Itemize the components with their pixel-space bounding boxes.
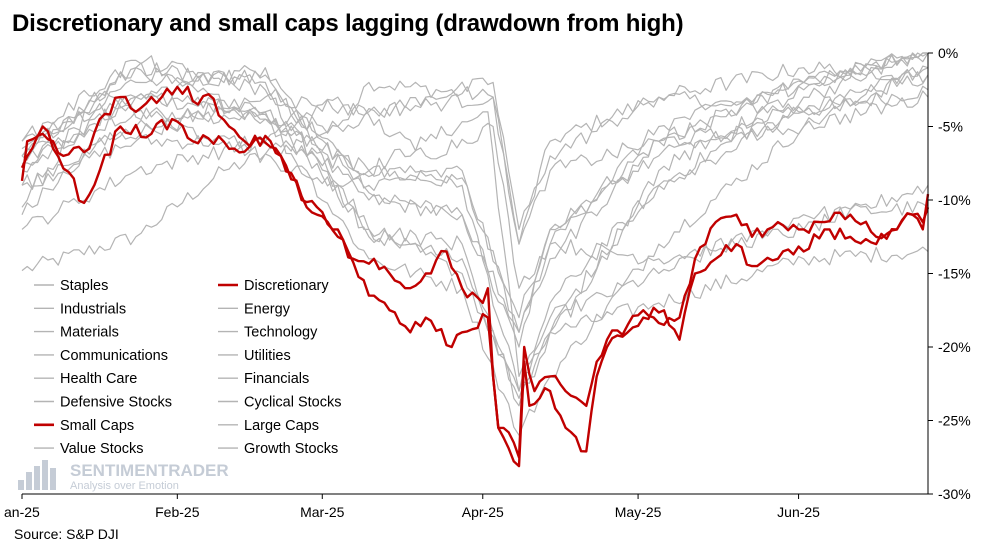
series-line-health-care xyxy=(21,96,929,289)
y-tick-label: -30% xyxy=(938,486,971,502)
series-line-large-caps xyxy=(21,52,928,333)
series-line-cyclical-stocks xyxy=(21,66,929,407)
series-line-staples xyxy=(21,80,929,272)
series-line-energy xyxy=(21,90,929,377)
legend-label-growth-stocks: Growth Stocks xyxy=(244,441,338,457)
watermark-tagline: Analysis over Emotion xyxy=(70,480,179,492)
series-line-communications xyxy=(21,52,929,392)
legend-label-technology: Technology xyxy=(244,325,318,341)
series-line-financials xyxy=(21,52,929,333)
y-tick-label: -20% xyxy=(938,339,971,355)
watermark-bar xyxy=(50,468,56,490)
watermark-bar xyxy=(26,472,32,490)
series-layer xyxy=(20,52,930,468)
legend-label-cyclical-stocks: Cyclical Stocks xyxy=(244,395,342,411)
x-tick-label: an-25 xyxy=(4,504,40,520)
legend-label-discretionary: Discretionary xyxy=(244,278,329,294)
series-line-technology xyxy=(21,65,929,436)
y-tick-label: -10% xyxy=(938,192,971,208)
y-tick-label: -25% xyxy=(938,413,971,429)
watermark-bar xyxy=(42,460,48,490)
chart-source: Source: S&P DJI xyxy=(14,526,119,542)
legend-label-defensive-stocks: Defensive Stocks xyxy=(60,395,172,411)
legend-label-industrials: Industrials xyxy=(60,301,126,317)
legend-label-communications: Communications xyxy=(60,348,168,364)
legend-label-small-caps: Small Caps xyxy=(60,418,134,434)
legend-label-staples: Staples xyxy=(60,278,108,294)
series-line-small-caps xyxy=(20,85,930,459)
legend-label-value-stocks: Value Stocks xyxy=(60,441,144,457)
x-tick-label: Jun-25 xyxy=(777,504,820,520)
x-tick-label: May-25 xyxy=(615,504,662,520)
legend-label-materials: Materials xyxy=(60,325,119,341)
chart-title: Discretionary and small caps lagging (dr… xyxy=(12,10,684,37)
legend-label-energy: Energy xyxy=(244,301,291,317)
y-tick-label: -5% xyxy=(938,119,963,135)
series-line-discretionary xyxy=(20,117,930,468)
legend: Staples Industrials Materials Communication… xyxy=(34,278,342,457)
y-tick-label: 0% xyxy=(938,45,958,61)
x-tick-label: Feb-25 xyxy=(155,504,200,520)
series-line-utilities xyxy=(21,61,929,230)
legend-label-health-care: Health Care xyxy=(60,371,137,387)
watermark-brand: SENTIMENTRADER xyxy=(70,461,229,480)
watermark-bar xyxy=(34,466,40,490)
y-tick-label: -15% xyxy=(938,266,971,282)
legend-label-large-caps: Large Caps xyxy=(244,418,319,434)
legend-label-financials: Financials xyxy=(244,371,309,387)
x-tick-label: Apr-25 xyxy=(462,504,504,520)
axis-layer: 0% -5% -10% -15% -20% -25% -30% an-25 Feb-25 Mar-… xyxy=(4,45,971,520)
watermark-bar xyxy=(18,480,24,490)
series-line-growth-stocks xyxy=(21,52,928,399)
x-tick-label: Mar-25 xyxy=(300,504,345,520)
legend-label-utilities: Utilities xyxy=(244,348,291,364)
